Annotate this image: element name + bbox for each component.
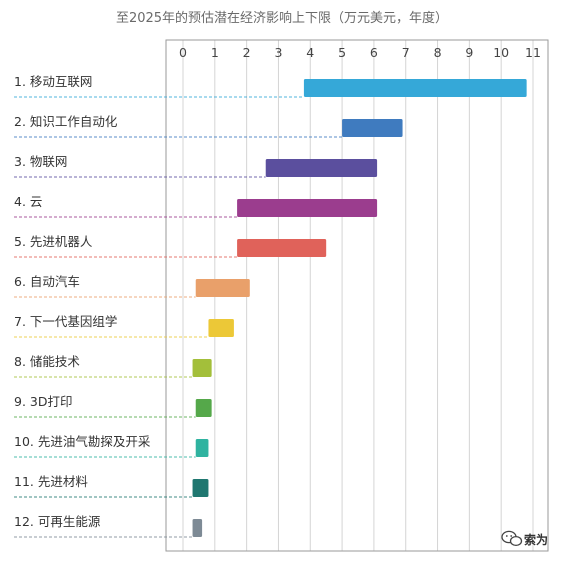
- x-tick-label: 10: [493, 45, 509, 60]
- x-tick-label: 3: [274, 45, 282, 60]
- x-tick-label: 0: [179, 45, 187, 60]
- x-tick-label: 8: [434, 45, 442, 60]
- range-bar: [195, 279, 250, 297]
- x-tick-label: 1: [211, 45, 219, 60]
- watermark: 索为: [501, 530, 548, 547]
- x-tick-label: 11: [525, 45, 541, 60]
- category-label: 4. 云: [14, 194, 42, 209]
- category-label: 11. 先进材料: [14, 474, 88, 489]
- range-bar: [237, 199, 378, 217]
- range-bars: [192, 79, 527, 537]
- watermark-text: 索为: [524, 532, 548, 547]
- range-bar: [342, 119, 403, 137]
- range-bar: [303, 79, 527, 97]
- category-label: 8. 储能技术: [14, 354, 80, 369]
- x-tick-label: 4: [306, 45, 314, 60]
- category-label: 1. 移动互联网: [14, 74, 92, 89]
- x-tick-label: 9: [465, 45, 473, 60]
- plot-border: [165, 39, 549, 552]
- category-label: 6. 自动汽车: [14, 274, 80, 289]
- category-label: 2. 知识工作自动化: [14, 114, 118, 129]
- wechat-logo-icon: [501, 530, 523, 547]
- x-tick-label: 7: [402, 45, 410, 60]
- category-leader-lines: [14, 96, 343, 538]
- range-bar: [208, 319, 234, 337]
- range-bar: [192, 479, 209, 497]
- range-bar: [237, 239, 327, 257]
- range-bar: [192, 359, 212, 377]
- category-label: 9. 3D打印: [14, 394, 72, 409]
- x-tick-label: 6: [370, 45, 378, 60]
- range-bar: [265, 159, 378, 177]
- chart-title: 至2025年的预估潜在经济影响上下限（万元美元，年度）: [116, 10, 448, 26]
- category-label: 7. 下一代基因组学: [14, 314, 117, 329]
- x-tick-labels: 0 1 2 3 4 5 6 7 8 9 10 11: [179, 45, 541, 60]
- category-label: 10. 先进油气勘探及开采: [14, 434, 151, 449]
- category-label: 12. 可再生能源: [14, 514, 101, 529]
- x-tick-label: 2: [243, 45, 251, 60]
- range-bar: [195, 399, 212, 417]
- range-bar: [195, 439, 209, 457]
- category-labels: 1. 移动互联网 2. 知识工作自动化 3. 物联网 4. 云 5. 先进机器人 6. 自…: [14, 74, 151, 529]
- category-label: 3. 物联网: [14, 154, 67, 169]
- range-bar: [192, 519, 203, 537]
- x-tick-label: 5: [338, 45, 346, 60]
- plot-frame: [165, 39, 549, 552]
- category-label: 5. 先进机器人: [14, 234, 93, 249]
